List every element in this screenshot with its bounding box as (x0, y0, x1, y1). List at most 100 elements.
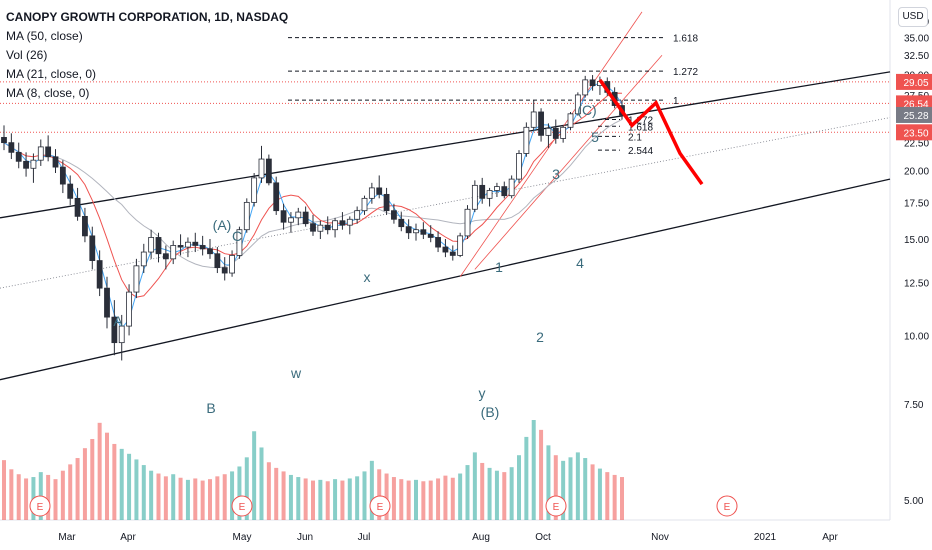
indicator-ma21[interactable]: MA (21, close, 0) (6, 67, 97, 81)
price-tag-label: 26.54 (903, 99, 928, 110)
candle-body (435, 237, 441, 248)
volume-bar (82, 448, 87, 520)
earnings-marker (29, 495, 51, 517)
candle-body (8, 142, 15, 153)
candle-body (339, 220, 346, 226)
price-tag-label: 25.28 (903, 111, 928, 122)
price-tag-label: 23.50 (903, 128, 928, 139)
candle-body (486, 190, 493, 199)
candle-body (552, 127, 559, 139)
rising-channel-lower (474, 54, 663, 270)
y-tick-label: 22.50 (904, 139, 929, 150)
volume-bar (575, 452, 580, 520)
candle-body (383, 193, 390, 212)
volume-bar (193, 478, 198, 520)
volume-bar (458, 473, 463, 520)
candle-body (464, 208, 471, 237)
volume-bar (414, 479, 418, 520)
volume-bar (502, 472, 507, 520)
volume-bar (208, 479, 212, 520)
x-tick-label: Jul (358, 532, 371, 543)
fib-level-label: 1.272 (673, 67, 698, 78)
candle-body (368, 187, 375, 199)
candle-body (398, 218, 405, 228)
wave-label: A (113, 313, 123, 329)
volume-bar (53, 479, 58, 520)
volume-bar (487, 467, 492, 520)
candle-body (148, 237, 155, 253)
candle-body (82, 215, 88, 237)
candle-body (177, 245, 184, 248)
volume-bar (553, 455, 558, 520)
volume-bar (134, 459, 139, 520)
volume-bar (391, 477, 396, 520)
volume-bar (244, 457, 249, 520)
volume-bar (318, 479, 323, 520)
volume-bar (605, 472, 610, 520)
candle-body (508, 178, 515, 197)
candle-body (530, 111, 537, 128)
volume-bar (112, 443, 117, 520)
volume-bar (2, 460, 6, 520)
earnings-marker (716, 495, 738, 517)
candle-body (332, 220, 338, 231)
candle-body (516, 153, 522, 180)
candle-body (52, 156, 59, 168)
volume-bar (480, 462, 485, 520)
candle-body (67, 183, 74, 199)
indicator-ma50[interactable]: MA (50, close) (6, 29, 83, 43)
volume-bar (568, 457, 573, 520)
candle-body (280, 210, 287, 223)
volume-bar (590, 464, 595, 520)
volume-bar (362, 471, 367, 520)
earnings-label: E (377, 502, 384, 513)
candle-body (37, 146, 44, 161)
candle-body (23, 160, 29, 169)
volume-bar (465, 465, 470, 520)
candle-body (288, 217, 294, 223)
candle-body (574, 94, 581, 115)
volume-bar (377, 469, 382, 520)
volume-bar (68, 464, 73, 520)
candle-body (265, 158, 272, 184)
candle-body (229, 255, 235, 274)
indicator-volume[interactable]: Vol (26) (6, 48, 48, 62)
candle-body (74, 197, 81, 217)
volume-bar (24, 478, 29, 520)
candle-body (376, 187, 383, 195)
candle-body (295, 211, 302, 219)
wave-label: (A) (213, 217, 232, 233)
candle-body (89, 235, 96, 261)
candle-body (560, 126, 567, 139)
volume-bar (105, 432, 109, 520)
y-tick-label: 17.50 (904, 198, 929, 209)
volume-bar (288, 474, 293, 520)
volume-bar (9, 469, 14, 520)
price-tag (896, 73, 932, 90)
candle-body (192, 241, 199, 246)
wave-label: (C) (577, 102, 596, 118)
volume-bar (620, 477, 624, 520)
volume-bar (546, 445, 551, 520)
candle-body (589, 79, 596, 87)
channel-median-line (0, 117, 891, 289)
candle-body (199, 245, 206, 250)
volume-bar (333, 479, 338, 520)
volume-bar (75, 458, 80, 520)
candle-body (236, 229, 243, 256)
volume-bar (303, 478, 308, 520)
indicator-ma8[interactable]: MA (8, close, 0) (6, 86, 90, 100)
candle-body (170, 245, 177, 260)
chart-legend: CANOPY GROWTH CORPORATION, 1D, NASDAQ MA… (6, 8, 288, 103)
wave-label: (B) (481, 404, 500, 420)
currency-button[interactable]: USD (898, 7, 928, 27)
volume-bar (421, 481, 426, 520)
candle-body (420, 229, 427, 235)
fib-level-label: 1.618 (628, 122, 653, 133)
channel-upper-line (0, 71, 891, 219)
x-tick-label: Nov (651, 532, 669, 543)
volume-bar (97, 422, 102, 520)
candle-body (545, 127, 552, 136)
volume-bar (60, 470, 65, 520)
